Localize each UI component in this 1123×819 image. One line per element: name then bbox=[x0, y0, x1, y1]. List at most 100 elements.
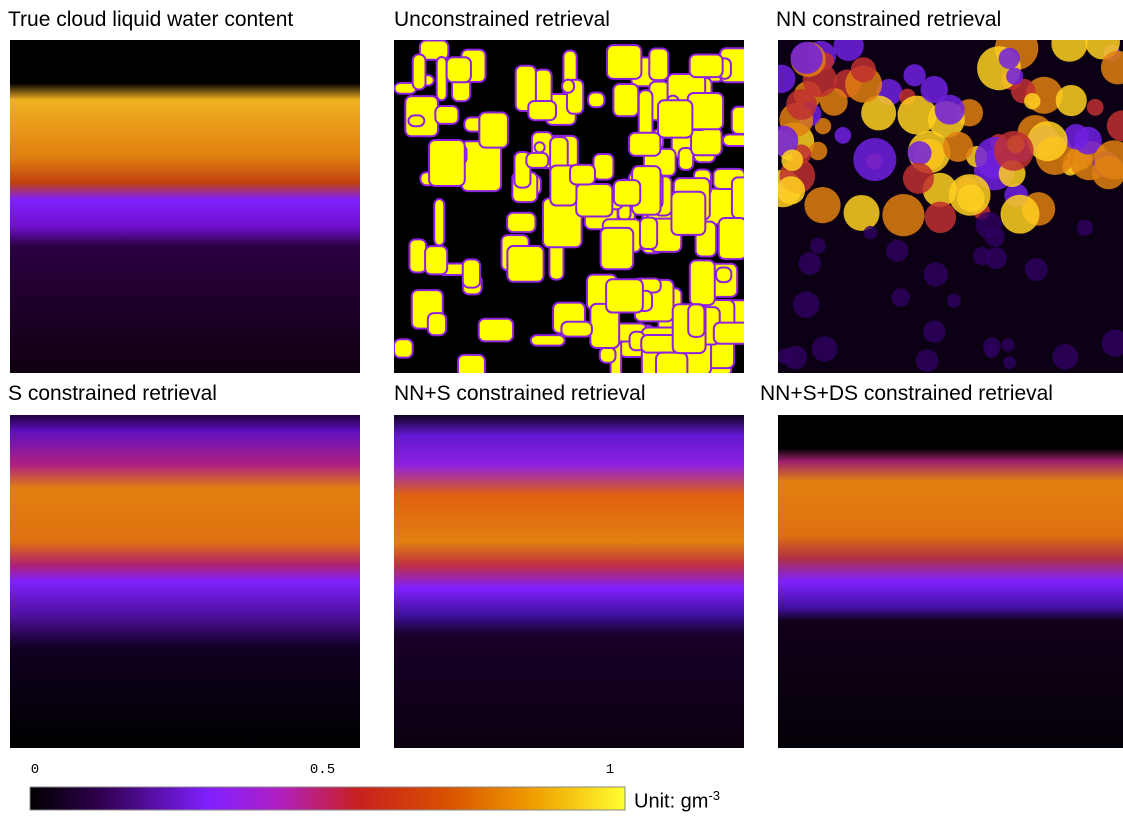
heatmap-pixel bbox=[1101, 329, 1123, 357]
heatmap bbox=[10, 415, 360, 748]
colorbar-tick-label: 0 bbox=[30, 762, 40, 778]
panel-title: S constrained retrieval bbox=[8, 382, 217, 405]
heatmap-pixel bbox=[637, 89, 654, 140]
heatmap-pixel bbox=[408, 238, 428, 274]
heatmap-pixel bbox=[598, 346, 617, 364]
heatmap-pixel bbox=[923, 262, 948, 287]
heatmap-pixel bbox=[993, 130, 1034, 171]
heatmap-pixel bbox=[657, 99, 694, 139]
heatmap-pixel bbox=[730, 105, 744, 135]
heatmap-pixel bbox=[506, 245, 545, 283]
heatmap-pixel bbox=[592, 152, 615, 181]
heatmap-pixel bbox=[688, 53, 724, 79]
heatmap-pixel bbox=[882, 194, 925, 237]
panel-title: True cloud liquid water content bbox=[8, 8, 294, 31]
heatmap-pixel bbox=[924, 201, 957, 234]
heatmap-pixel bbox=[946, 293, 961, 308]
heatmap-pixel bbox=[394, 338, 414, 359]
heatmap-pixel bbox=[915, 349, 939, 372]
heatmap-pixel bbox=[612, 179, 642, 207]
heatmap-pixel bbox=[411, 53, 427, 91]
heatmap-pixel bbox=[834, 127, 852, 144]
panel-title: NN+S constrained retrieval bbox=[394, 382, 646, 405]
heatmap-pixel bbox=[688, 259, 716, 307]
heatmap-pixel bbox=[715, 266, 733, 284]
heatmap-pixel bbox=[1003, 356, 1016, 370]
unit-text: Unit: gm bbox=[634, 790, 709, 813]
heatmap-pixel bbox=[478, 111, 509, 149]
colorbar bbox=[29, 786, 626, 811]
heatmap-pixel bbox=[790, 41, 823, 75]
heatmap-pixel bbox=[560, 320, 593, 338]
heatmap-pixel bbox=[891, 288, 910, 307]
heatmap-pixel bbox=[435, 55, 448, 102]
heatmap-pixel bbox=[942, 131, 974, 162]
heatmap-pixel bbox=[1052, 343, 1079, 370]
heatmap-pixel bbox=[529, 334, 566, 347]
heatmap-pixel bbox=[902, 162, 934, 194]
colorbar-tick-label: 1 bbox=[605, 762, 615, 778]
heatmap-pixel bbox=[886, 239, 909, 263]
heatmap-pixel bbox=[998, 47, 1020, 69]
heatmap-pixel bbox=[778, 125, 799, 156]
heatmap bbox=[10, 40, 360, 373]
heatmap-pixel bbox=[638, 216, 659, 251]
heatmap-pixel bbox=[428, 139, 466, 187]
heatmap-pixel bbox=[984, 226, 1005, 247]
heatmap-pixel bbox=[778, 415, 1123, 748]
heatmap-pixel bbox=[1092, 155, 1123, 190]
heatmap-pixel bbox=[861, 95, 897, 131]
heatmap-pixel bbox=[612, 83, 640, 118]
heatmap-pixel bbox=[477, 317, 515, 343]
heatmap-pixel bbox=[1001, 338, 1015, 352]
heatmap-pixel bbox=[10, 415, 360, 748]
heatmap-pixel bbox=[575, 182, 614, 218]
heatmap-pixel bbox=[527, 99, 558, 122]
heatmap-pixel bbox=[434, 104, 460, 125]
heatmap-pixel bbox=[984, 344, 999, 359]
heatmap-pixel bbox=[850, 57, 876, 83]
colorbar-gradient bbox=[29, 786, 626, 811]
heatmap-pixel bbox=[506, 211, 537, 234]
heatmap-pixel bbox=[426, 312, 448, 337]
heatmap-pixel bbox=[778, 176, 806, 205]
heatmap-pixel bbox=[655, 351, 689, 373]
heatmap-pixel bbox=[809, 237, 826, 254]
heatmap-pixel bbox=[920, 75, 948, 104]
heatmap-pixel bbox=[1006, 67, 1024, 85]
heatmap-pixel bbox=[533, 141, 546, 154]
heatmap-pixel bbox=[670, 190, 707, 236]
heatmap-pixel bbox=[599, 226, 635, 271]
heatmap-pixel bbox=[972, 247, 992, 266]
heatmap-pixel bbox=[1000, 194, 1040, 234]
heatmap-pixel bbox=[1086, 98, 1104, 116]
heatmap-pixel bbox=[1063, 123, 1090, 150]
heatmap-pixel bbox=[1055, 84, 1087, 117]
heatmap-pixel bbox=[907, 141, 932, 166]
heatmap-pixel bbox=[798, 252, 822, 275]
heatmap-pixel bbox=[587, 91, 606, 109]
heatmap-pixel bbox=[1051, 40, 1088, 62]
heatmap-pixel bbox=[606, 44, 643, 80]
heatmap-pixel bbox=[461, 258, 482, 289]
heatmap-pixel bbox=[460, 140, 503, 193]
heatmap-pixel bbox=[514, 64, 537, 113]
unit-exponent: -3 bbox=[708, 788, 721, 803]
heatmap bbox=[778, 40, 1123, 373]
heatmap-pixel bbox=[525, 151, 550, 169]
panel-title: NN constrained retrieval bbox=[776, 8, 1002, 31]
heatmap-pixel bbox=[853, 138, 897, 182]
heatmap-pixel bbox=[833, 40, 864, 61]
heatmap-pixel bbox=[640, 334, 678, 354]
heatmap-pixel bbox=[792, 291, 820, 319]
heatmap-pixel bbox=[407, 114, 426, 128]
colorbar-tick-label: 0.5 bbox=[309, 762, 336, 778]
heatmap-pixel bbox=[677, 146, 695, 171]
heatmap-pixel bbox=[433, 198, 446, 247]
heatmap bbox=[394, 40, 744, 373]
heatmap-pixel bbox=[730, 176, 744, 220]
heatmap-pixel bbox=[948, 174, 991, 216]
heatmap-pixel bbox=[690, 126, 723, 157]
heatmap-pixel bbox=[1024, 258, 1048, 282]
